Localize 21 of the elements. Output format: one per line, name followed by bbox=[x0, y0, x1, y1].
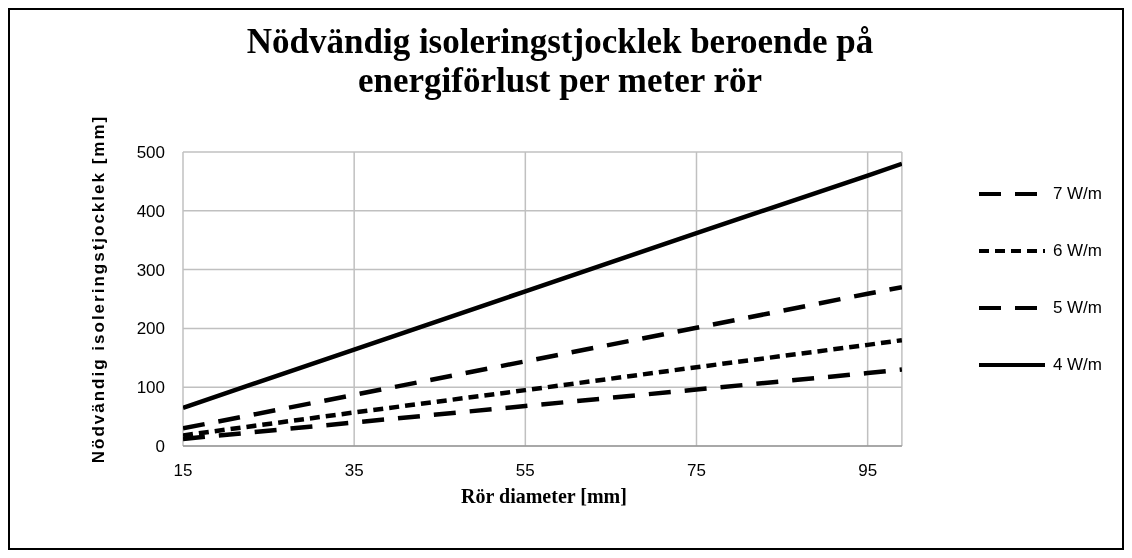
y-tick-label: 500 bbox=[136, 143, 165, 163]
x-tick-label: 35 bbox=[344, 461, 364, 481]
line-series bbox=[183, 284, 902, 431]
chart-title: Nödvändig isoleringstjocklek beroende på energiförlust per meter rör bbox=[245, 22, 875, 100]
x-tick-label: 55 bbox=[515, 461, 535, 481]
y-tick-label: 400 bbox=[136, 201, 165, 221]
y-tick-label: 200 bbox=[136, 319, 165, 339]
y-tick-label: 0 bbox=[155, 437, 165, 457]
x-tick-label: 95 bbox=[858, 461, 878, 481]
legend-label: 4 W/m bbox=[1052, 354, 1102, 375]
legend-label: 6 W/m bbox=[1052, 240, 1102, 261]
x-tick-label: 75 bbox=[687, 461, 706, 481]
line-series bbox=[183, 337, 902, 438]
y-tick-label: 100 bbox=[136, 378, 165, 398]
x-tick-label: 15 bbox=[173, 461, 193, 481]
legend-label: 7 W/m bbox=[1052, 183, 1102, 204]
y-tick-label: 300 bbox=[136, 260, 165, 280]
y-axis-title: Nödvändig isoleringstjocklek [mm] bbox=[89, 114, 109, 464]
line-series bbox=[183, 161, 902, 411]
legend-label: 5 W/m bbox=[1052, 297, 1102, 318]
x-axis-title: Rör diameter [mm] bbox=[460, 485, 628, 508]
